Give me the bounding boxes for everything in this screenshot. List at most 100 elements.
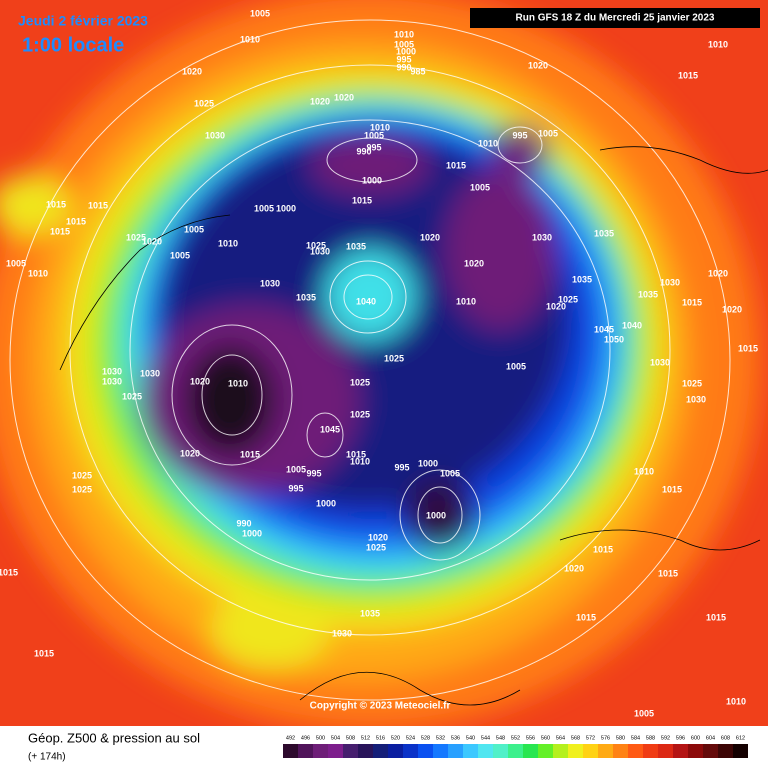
- legend-swatch: [613, 744, 628, 758]
- legend-swatch: [313, 744, 328, 758]
- pressure-label: 1020: [368, 532, 388, 542]
- pressure-label: 1015: [576, 612, 596, 622]
- pressure-label: 1005: [6, 258, 26, 268]
- legend-tick-label: 492: [286, 735, 295, 741]
- legend-swatch: [298, 744, 313, 758]
- legend-swatch: [508, 744, 523, 758]
- pressure-label: 1005: [286, 464, 306, 474]
- pressure-label: 1000: [242, 528, 262, 538]
- copyright: Copyright © 2023 Meteociel.fr: [310, 701, 451, 712]
- legend-tick-label: 576: [601, 735, 610, 741]
- legend-tick-label: 564: [556, 735, 565, 741]
- pressure-label: 1020: [564, 563, 584, 573]
- legend-swatch: [568, 744, 583, 758]
- pressure-label: 1020: [310, 96, 330, 106]
- pressure-label: 1015: [352, 195, 372, 205]
- pressure-label: 1025: [350, 409, 370, 419]
- pressure-label: 1045: [320, 424, 340, 434]
- legend-tick-label: 496: [301, 735, 310, 741]
- pressure-label: 1035: [594, 228, 614, 238]
- pressure-label: 1030: [650, 357, 670, 367]
- pressure-label: 1020: [708, 268, 728, 278]
- pressure-label: 1030: [260, 278, 280, 288]
- legend-tick-label: 504: [331, 735, 340, 741]
- legend-tick-label: 528: [421, 735, 430, 741]
- legend-tick-label: 596: [676, 735, 685, 741]
- pressure-label: 1015: [0, 567, 18, 577]
- pressure-label: 995: [288, 483, 303, 493]
- pressure-label: 1040: [622, 320, 642, 330]
- pressure-label: 1040: [356, 296, 376, 306]
- pressure-label: 1010: [370, 122, 390, 132]
- legend-tick-label: 604: [706, 735, 715, 741]
- legend-swatch: [493, 744, 508, 758]
- pressure-label: 1020: [464, 258, 484, 268]
- legend-swatch: [643, 744, 658, 758]
- legend-tick-label: 536: [451, 735, 460, 741]
- pressure-label: 1020: [142, 236, 162, 246]
- legend-tick-label: 572: [586, 735, 595, 741]
- pressure-label: 985: [410, 66, 425, 76]
- pressure-label: 1025: [366, 542, 386, 552]
- pressure-label: 1005: [394, 39, 414, 49]
- pressure-label: 1005: [250, 8, 270, 18]
- legend-swatch: [538, 744, 553, 758]
- pressure-label: 1000: [396, 46, 416, 56]
- legend-tick-label: 548: [496, 735, 505, 741]
- pressure-label: 1020: [722, 304, 742, 314]
- legend-tick-label: 508: [346, 735, 355, 741]
- pressure-label: 1025: [194, 98, 214, 108]
- pressure-label: 1015: [46, 199, 66, 209]
- pressure-label: 1010: [228, 378, 248, 388]
- pressure-label: 1000: [418, 458, 438, 468]
- legend-tick-label: 568: [571, 735, 580, 741]
- legend-swatch: [628, 744, 643, 758]
- pressure-label: 1020: [420, 232, 440, 242]
- pressure-label: 1005: [634, 708, 654, 718]
- legend-swatch: [673, 744, 688, 758]
- legend-swatch: [343, 744, 358, 758]
- footer-lead: (+ 174h): [28, 752, 66, 763]
- pressure-label: 1015: [706, 612, 726, 622]
- legend-tick-label: 608: [721, 735, 730, 741]
- pressure-label: 1015: [346, 449, 366, 459]
- pressure-label: 1020: [190, 376, 210, 386]
- legend-tick-label: 540: [466, 735, 475, 741]
- pressure-label: 995: [394, 462, 409, 472]
- date: Jeudi 2 février 2023: [18, 13, 148, 29]
- pressure-label: 995: [396, 54, 411, 64]
- pressure-label: 1030: [332, 628, 352, 638]
- legend-tick-label: 512: [361, 735, 370, 741]
- pressure-label: 1015: [50, 226, 70, 236]
- pressure-label: 1015: [88, 200, 108, 210]
- pressure-label: 1030: [532, 232, 552, 242]
- legend-swatch: [328, 744, 343, 758]
- geopotential-field: [0, 0, 768, 726]
- pressure-label: 1015: [240, 449, 260, 459]
- pressure-label: 1020: [528, 60, 548, 70]
- pressure-label: 1005: [506, 361, 526, 371]
- pressure-label: 1015: [593, 544, 613, 554]
- legend-tick-label: 552: [511, 735, 520, 741]
- legend-tick-label: 580: [616, 735, 625, 741]
- legend-swatch: [658, 744, 673, 758]
- run-text: Run GFS 18 Z du Mercredi 25 janvier 2023: [516, 13, 715, 24]
- pressure-label: 1025: [72, 484, 92, 494]
- pressure-label: 1000: [316, 498, 336, 508]
- pressure-label: 1020: [182, 66, 202, 76]
- pressure-label: 990: [396, 62, 411, 72]
- pressure-label: 1015: [682, 297, 702, 307]
- pressure-label: 995: [366, 142, 381, 152]
- legend-tick-label: 520: [391, 735, 400, 741]
- legend-tick-label: 592: [661, 735, 670, 741]
- legend-tick-label: 584: [631, 735, 640, 741]
- legend-swatch: [598, 744, 613, 758]
- pressure-label: 1005: [440, 468, 460, 478]
- legend-swatch: [703, 744, 718, 758]
- pressure-label: 1010: [634, 466, 654, 476]
- pressure-label: 1030: [660, 277, 680, 287]
- pressure-label: 1000: [426, 510, 446, 520]
- pressure-label: 1010: [240, 34, 260, 44]
- legend-tick-label: 588: [646, 735, 655, 741]
